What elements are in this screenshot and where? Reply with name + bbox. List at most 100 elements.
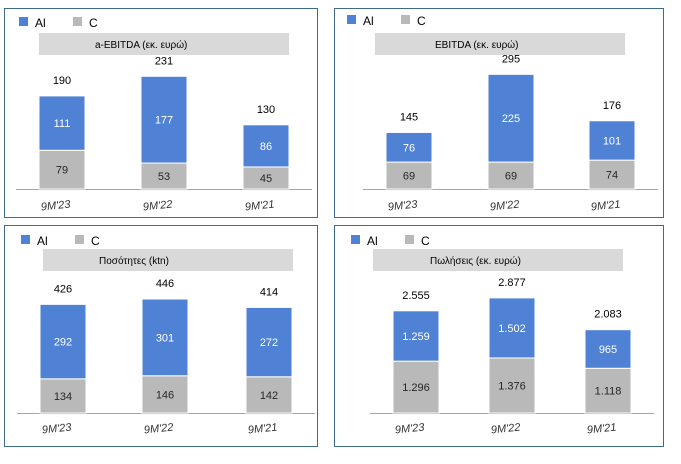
data-label-al: 965	[599, 344, 617, 356]
bar-cu	[245, 376, 293, 414]
category-tick-label: 9M'22	[143, 422, 174, 437]
legend-swatch-al	[21, 235, 30, 244]
data-label-total: 2.877	[498, 277, 526, 289]
data-label-total: 2.083	[594, 309, 622, 321]
data-label-total: 190	[53, 75, 71, 87]
legend-swatch-al	[351, 235, 360, 244]
chart-title: a-EBITDA (εκ. ευρώ)	[95, 39, 187, 51]
chart-title: Πωλήσεις (εκ. ευρώ)	[430, 255, 521, 267]
chart-quantities: AlCuΠοσότητες (ktn)1342924269M'231463014…	[17, 234, 315, 437]
legend-swatch-cu	[405, 235, 414, 244]
data-label-al: 292	[54, 337, 72, 349]
data-label-cu: 53	[158, 171, 170, 183]
bar-al	[584, 329, 632, 369]
chart-panel-a-ebitda: AlCua-EBITDA (εκ. ευρώ)791111909M'235317…	[4, 8, 318, 218]
legend-label-cu: C	[89, 16, 98, 30]
legend-label-al: Al	[37, 234, 48, 248]
data-label-total: 231	[155, 55, 173, 67]
chart-ebitda: AlCuEBITDA (εκ. ευρώ)69761459M'236922529…	[347, 14, 658, 214]
data-label-total: 145	[400, 111, 418, 123]
bar-cu	[392, 360, 440, 414]
chart-panel-sales: AlCuΠωλήσεις (εκ. ευρώ)1.2961.2592.5559M…	[334, 225, 664, 447]
data-label-total: 176	[603, 100, 621, 112]
data-label-cu: 69	[403, 171, 415, 183]
data-label-cu: 45	[260, 173, 272, 185]
data-label-al: 1.502	[498, 323, 526, 335]
bar-cu	[140, 162, 188, 190]
data-label-al: 177	[155, 115, 173, 127]
data-label-cu: 1.118	[595, 386, 622, 398]
bar-al	[141, 298, 189, 377]
bar-al	[488, 297, 536, 359]
bar-cu	[141, 375, 189, 414]
bar-cu	[39, 378, 87, 414]
bar-al	[242, 124, 290, 168]
data-label-total: 2.555	[402, 290, 430, 302]
chart-title-band	[375, 33, 625, 55]
data-label-al: 101	[603, 135, 621, 147]
chart-title: EBITDA (εκ. ευρώ)	[435, 39, 518, 51]
bar-al	[245, 306, 293, 378]
category-tick-label: 9M'23	[41, 421, 73, 436]
legend-label-al: Al	[367, 234, 378, 248]
legend-label-cu: C	[417, 14, 426, 28]
category-tick-label: 9M'23	[387, 198, 419, 213]
category-tick-label: 9M'21	[590, 199, 621, 214]
bar-al	[140, 75, 188, 164]
legend-swatch-cu	[401, 15, 410, 24]
bar-al	[588, 120, 636, 161]
legend-swatch-cu	[73, 17, 82, 26]
chart-title-band	[39, 33, 289, 55]
category-tick-label: 9M'21	[586, 422, 617, 437]
data-label-al: 76	[403, 142, 415, 154]
chart-sales: AlCuΠωλήσεις (εκ. ευρώ)1.2961.2592.5559M…	[351, 234, 654, 437]
bar-cu	[385, 161, 433, 190]
data-label-total: 414	[260, 286, 278, 298]
bar-cu	[38, 149, 86, 190]
data-label-cu: 1.296	[402, 382, 430, 394]
chart-title-band	[373, 249, 623, 271]
bar-cu	[488, 357, 536, 414]
legend-swatch-al	[19, 17, 28, 26]
data-label-cu: 146	[156, 389, 174, 401]
data-label-cu: 134	[54, 391, 72, 403]
legend-swatch-cu	[75, 235, 84, 244]
data-label-total: 426	[54, 283, 72, 295]
category-tick-label: 9M'23	[394, 421, 426, 436]
bar-al	[39, 303, 87, 380]
data-label-al: 1.259	[402, 331, 430, 343]
data-label-cu: 79	[56, 165, 68, 177]
data-label-al: 111	[54, 118, 71, 130]
data-label-al: 272	[260, 337, 278, 349]
data-label-al: 301	[156, 332, 174, 344]
chart-panel-ebitda: AlCuEBITDA (εκ. ευρώ)69761459M'236922529…	[334, 8, 664, 218]
category-tick-label: 9M'23	[40, 198, 72, 213]
data-label-al: 225	[502, 113, 520, 125]
data-label-al: 86	[260, 141, 272, 153]
legend-label-cu: C	[421, 234, 430, 248]
data-label-cu: 142	[260, 390, 278, 402]
legend-swatch-al	[347, 15, 356, 24]
category-tick-label: 9M'21	[247, 422, 278, 437]
category-tick-label: 9M'21	[244, 199, 275, 214]
chart-title: Ποσότητες (ktn)	[99, 255, 169, 267]
data-label-cu: 69	[505, 171, 517, 183]
legend-label-al: Al	[35, 16, 46, 30]
chart-a-ebitda: AlCua-EBITDA (εκ. ευρώ)791111909M'235317…	[16, 16, 312, 214]
chart-title-band	[43, 249, 293, 271]
bar-al	[38, 95, 86, 151]
chart-panel-quantities: AlCuΠοσότητες (ktn)1342924269M'231463014…	[4, 225, 318, 447]
legend-label-cu: C	[91, 234, 100, 248]
bar-cu	[588, 159, 636, 190]
legend-label-al: Al	[363, 14, 374, 28]
category-tick-label: 9M'22	[490, 422, 521, 437]
data-label-total: 130	[257, 104, 275, 116]
data-label-cu: 1.376	[498, 380, 526, 392]
bar-al	[385, 131, 433, 163]
category-tick-label: 9M'22	[142, 199, 173, 214]
bar-al	[392, 310, 440, 362]
data-label-total: 446	[156, 278, 174, 290]
category-tick-label: 9M'22	[489, 199, 520, 214]
data-label-total: 295	[502, 53, 520, 65]
bar-al	[487, 73, 535, 163]
